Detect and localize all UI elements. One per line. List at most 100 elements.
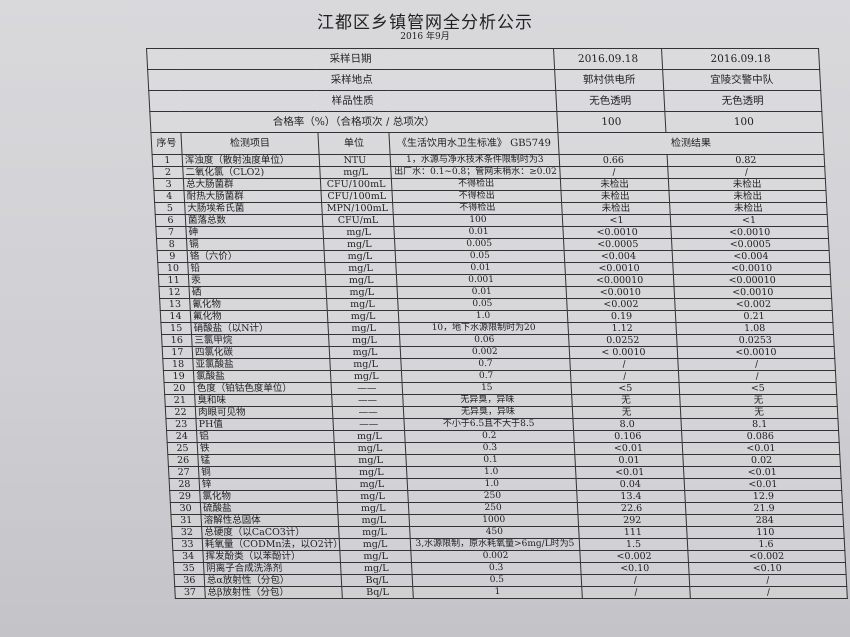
table-row: 17 四氯化碳 mg/L 0.002 < 0.0010 <0.0010 — [162, 346, 835, 359]
cell-unit: mg/L — [335, 466, 408, 479]
cell-item: 氯化物 — [199, 490, 338, 503]
cell-unit: mg/L — [328, 334, 401, 347]
cell-result-1: 111 — [578, 526, 688, 539]
cell-seq: 27 — [168, 466, 200, 479]
cell-standard: 无异臭，异味 — [403, 406, 573, 419]
cell-seq: 2 — [152, 166, 184, 179]
header-result: 检测结果 — [557, 132, 825, 155]
cell-unit: CFU/mL — [322, 214, 394, 227]
header-seq: 序号 — [150, 132, 183, 155]
cell-result-2: 未检出 — [669, 202, 828, 215]
cell-seq: 36 — [174, 574, 205, 587]
table-row: 21 臭和味 —— 无异臭，异味无无 — [164, 394, 838, 407]
cell-seq: 10 — [157, 262, 189, 275]
meta-value: 无色透明 — [663, 90, 822, 112]
cell-result-1: / — [559, 166, 669, 179]
cell-unit: mg/L — [337, 514, 410, 527]
cell-result-1: <0.01 — [574, 442, 683, 455]
cell-item: 耗氧量（CODMn法，以O2计） — [202, 538, 340, 551]
cell-result-1: <5 — [571, 382, 680, 395]
cell-standard: 无异臭，异味 — [402, 394, 573, 407]
cell-unit: mg/L — [323, 238, 396, 251]
cell-item: 铝 — [196, 430, 335, 443]
cell-result-1: 292 — [577, 514, 687, 527]
meta-row: 合格率（%）（合格项次 / 总项次） 100 100 — [149, 111, 823, 133]
cell-unit: Bq/L — [341, 574, 413, 587]
cell-item: 铜 — [198, 466, 337, 479]
column-header-row: 序号 检测项目 单位 《生活饮用水卫生标准》 GB5749 检测结果 — [150, 132, 825, 155]
cell-seq: 18 — [162, 358, 194, 371]
cell-item: 硒 — [188, 286, 327, 299]
cell-standard: 0.002 — [410, 550, 581, 563]
cell-item: 菌落总数 — [185, 214, 323, 227]
cell-unit: mg/L — [330, 370, 403, 383]
cell-standard: 1.0 — [407, 478, 577, 491]
cell-unit: mg/L — [334, 454, 407, 467]
table-row: 3 总大肠菌群 CFU/100mL 不得检出 未检出 未检出 — [153, 178, 826, 191]
cell-result-2: 未检出 — [668, 190, 827, 203]
cell-result-2: 0.086 — [681, 430, 840, 443]
cell-standard: 0.2 — [404, 430, 575, 443]
cell-seq: 33 — [172, 538, 203, 551]
table-row: 18 亚氯酸盐 mg/L 0.7// — [162, 358, 836, 371]
cell-seq: 9 — [157, 250, 188, 263]
cell-unit: mg/L — [319, 166, 392, 179]
cell-result-1: 0.0252 — [568, 334, 678, 347]
cell-item: 铁 — [197, 442, 335, 455]
cell-standard: 15 — [402, 382, 572, 395]
meta-label: 样品性质 — [148, 90, 557, 112]
cell-item: 锰 — [197, 454, 336, 467]
cell-result-1: <0.004 — [564, 250, 673, 263]
header-unit: 单位 — [317, 132, 391, 155]
cell-unit: mg/L — [325, 286, 398, 299]
cell-result-1: 0.04 — [576, 478, 685, 491]
cell-item: 氰化物 — [189, 298, 328, 311]
cell-item: 臭和味 — [194, 394, 333, 407]
cell-result-1: 未检出 — [560, 190, 670, 203]
cell-item: 砷 — [185, 226, 324, 239]
cell-seq: 7 — [155, 226, 187, 239]
cell-standard: 250 — [407, 490, 578, 503]
meta-value: 宜陵交警中队 — [662, 69, 821, 91]
meta-value: 郭村供电所 — [554, 69, 664, 91]
cell-result-2: 110 — [686, 526, 845, 539]
cell-standard: 3,水源限制，原水耗氧量>6mg/L时为5 — [410, 538, 580, 551]
table-row: 8 镉 mg/L 0.005 <0.0005 <0.0005 — [156, 238, 830, 251]
cell-unit: mg/L — [325, 274, 397, 287]
cell-standard: 100 — [393, 214, 563, 227]
cell-unit: CFU/100mL — [320, 178, 392, 191]
cell-unit: —— — [332, 418, 405, 431]
cell-item: 硫酸盐 — [200, 502, 338, 515]
cell-standard: 1.0 — [398, 310, 568, 323]
cell-unit: —— — [331, 394, 404, 407]
document-date: 2016 年9月 — [400, 32, 450, 42]
cell-standard: 出厂水：0.1~0.8；管网末梢水：≥0.02 — [390, 166, 561, 179]
cell-item: 二氧化氯（CLO2) — [182, 166, 321, 179]
meta-value: 100 — [556, 111, 666, 133]
cell-seq: 3 — [153, 178, 184, 191]
cell-result-1: 13.4 — [576, 490, 686, 503]
table-row: 23 PH值 —— 不小于6.5且不大于8.5 8.0 8.1 — [165, 418, 839, 431]
cell-result-2: <5 — [679, 382, 837, 395]
table-row: 12 硒 mg/L 0.01 <0.0010 <0.0010 — [158, 286, 832, 299]
cell-unit: mg/L — [329, 358, 402, 371]
table-row: 34 挥发酚类（以苯酚计） mg/L 0.002 <0.002 <0.002 — [172, 550, 846, 563]
cell-result-2: <0.10 — [688, 562, 847, 575]
table-row: 32 总硬度（以CaCO3计） mg/L 450 111 110 — [171, 526, 845, 539]
cell-standard: 1000 — [408, 514, 579, 527]
cell-result-1: <1 — [562, 214, 671, 227]
cell-result-2: 8.1 — [680, 418, 839, 431]
cell-seq: 14 — [160, 310, 191, 323]
cell-item: 镉 — [186, 238, 325, 251]
cell-result-1: / — [570, 370, 680, 383]
table-row: 15 硝酸盐（以N计） mg/L 10，地下水源限制时为20 1.12 1.08 — [160, 322, 834, 335]
cell-standard: 0.05 — [397, 298, 568, 311]
cell-result-1: 未检出 — [561, 202, 671, 215]
cell-result-1: 未检出 — [560, 178, 669, 191]
cell-seq: 35 — [173, 562, 205, 575]
cell-item: 挥发酚类（以苯酚计） — [202, 550, 341, 563]
cell-result-2: 1.6 — [687, 538, 845, 551]
table-row: 27 铜 mg/L 1.0 <0.01 <0.01 — [168, 466, 842, 479]
cell-result-2: 无 — [679, 394, 838, 407]
table-row: 13 氰化物 mg/L 0.05 <0.002 <0.002 — [159, 298, 833, 311]
